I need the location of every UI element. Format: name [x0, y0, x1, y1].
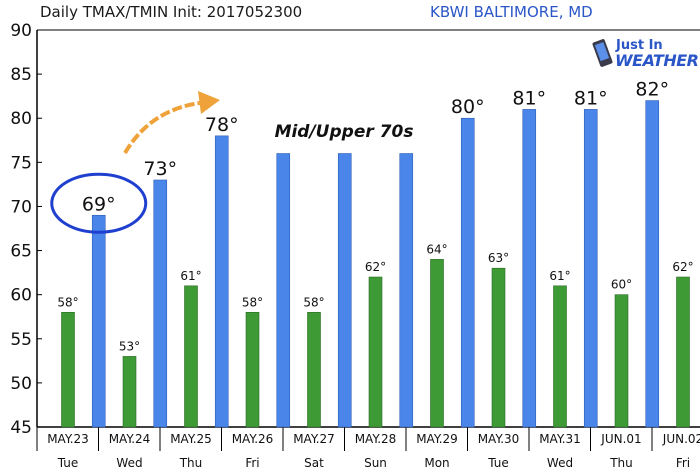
tmax-bar [214, 135, 229, 428]
bars [61, 100, 690, 428]
y-tick-label: 90 [10, 21, 32, 41]
tmin-data-label: 60° [611, 278, 632, 292]
y-tick-label: 80 [10, 109, 32, 129]
station-label: KBWI BALTIMORE, MD [430, 3, 593, 21]
y-tick-label: 50 [10, 374, 32, 394]
x-tick-date: MAY.31 [539, 432, 581, 446]
tmin-bar [184, 285, 198, 428]
x-tick-day: Thu [179, 456, 203, 470]
tmin-data-label: 58° [303, 295, 324, 309]
data-labels: 58° 53° 61° 58° 58° 62° 64° 63° 61° 60° 62° 69° 73° 7… [57, 79, 693, 354]
x-tick-date: MAY.23 [47, 432, 89, 446]
tmin-data-label: 64° [426, 242, 447, 256]
x-tick-day: Fri [245, 456, 259, 470]
x-tick-date: MAY.26 [232, 432, 274, 446]
tmin-data-label: 62° [365, 260, 386, 274]
tmax-data-label: 78° [205, 114, 239, 136]
tmax-data-label: 69° [82, 193, 116, 215]
tmax-bar [522, 109, 537, 428]
tmin-data-label: 61° [180, 269, 201, 283]
tmax-bar [460, 117, 475, 428]
y-tick-label: 85 [10, 65, 32, 85]
x-tick-date: JUN.02 [662, 432, 700, 446]
tmax-bar [91, 214, 106, 428]
trend-arrow-curve [123, 101, 201, 155]
tmin-data-label: 58° [242, 295, 263, 309]
y-tick-label: 45 [10, 418, 32, 438]
brand-logo: Just In WEATHER [591, 38, 699, 78]
x-tick-date: JUN.01 [600, 432, 641, 446]
tmin-bar [676, 276, 690, 428]
y-tick-label: 65 [10, 242, 32, 262]
x-tick-day: Fri [676, 456, 690, 470]
annotations: Mid/Upper 70s [50, 91, 414, 234]
tmin-bar [553, 285, 567, 428]
x-tick-day: Wed [547, 456, 573, 470]
x-tick-date: MAY.28 [355, 432, 397, 446]
annotation-text: Mid/Upper 70s [275, 122, 414, 142]
tmin-bar [430, 259, 444, 428]
y-tick-label: 55 [10, 330, 32, 350]
logo-line1: Just In [616, 38, 663, 53]
tmax-data-label: 73° [143, 158, 177, 180]
tmin-bar [307, 312, 321, 428]
tmax-bar [337, 153, 352, 428]
x-tick-day: Sun [364, 456, 387, 470]
x-tick-day: Wed [116, 456, 142, 470]
tmin-bar [122, 356, 137, 428]
x-tick-date: MAY.27 [293, 432, 335, 446]
tmax-bar [583, 109, 598, 428]
y-tick-label: 60 [10, 286, 32, 306]
tmax-bar [276, 153, 291, 428]
tmin-bar [614, 294, 629, 428]
x-tick-date: MAY.29 [416, 432, 458, 446]
tmin-data-label: 58° [57, 295, 78, 309]
tmin-bar [491, 267, 506, 428]
tmin-data-label: 63° [488, 251, 509, 265]
y-tick-label: 70 [10, 197, 32, 217]
x-tick-day: Sat [304, 456, 324, 470]
x-tick-day: Tue [487, 456, 509, 470]
tmax-data-label: 80° [451, 96, 485, 118]
x-tick-date: MAY.25 [170, 432, 212, 446]
tmax-data-label: 81° [512, 87, 546, 109]
trend-arrow-head [198, 91, 220, 114]
tmin-data-label: 62° [672, 260, 693, 274]
axes: 45 50 55 60 65 70 75 80 85 90 MAY.23 Tue MAY.24 Wed MA… [10, 21, 700, 470]
x-tick-date: MAY.24 [109, 432, 151, 446]
tmin-data-label: 61° [549, 269, 570, 283]
tmax-bar [153, 179, 168, 428]
tmin-bar [245, 312, 260, 428]
y-tick-label: 75 [10, 153, 32, 173]
tmax-data-label: 81° [574, 87, 608, 109]
tmax-bar [399, 153, 414, 428]
tmin-data-label: 53° [119, 339, 140, 353]
logo-line2: WEATHER [615, 51, 699, 70]
x-tick-day: Mon [424, 456, 449, 470]
tmax-bar [645, 100, 660, 428]
tmin-bar [368, 276, 383, 428]
x-tick-date: MAY.30 [478, 432, 520, 446]
tmin-bar [61, 312, 75, 428]
x-tick-day: Tue [57, 456, 79, 470]
tmax-data-label: 82° [635, 79, 669, 101]
highlight-circle [50, 172, 148, 234]
chart-title: Daily TMAX/TMIN Init: 2017052300 [40, 3, 303, 21]
x-tick-day: Thu [609, 456, 633, 470]
